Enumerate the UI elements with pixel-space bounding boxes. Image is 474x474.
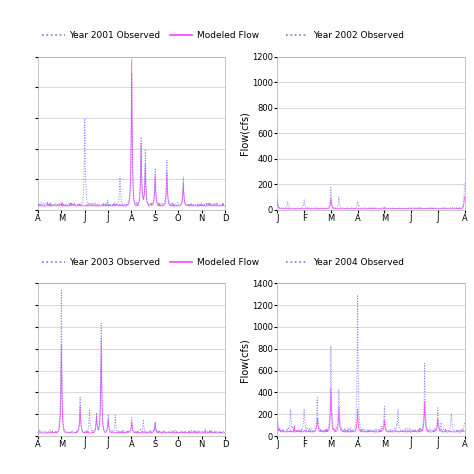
Y-axis label: Flow(cfs): Flow(cfs) [239, 338, 249, 382]
Legend: Year 2004 Observed: Year 2004 Observed [282, 254, 407, 270]
Legend: Year 2002 Observed: Year 2002 Observed [282, 28, 407, 44]
Legend: Year 2003 Observed, Modeled Flow: Year 2003 Observed, Modeled Flow [39, 254, 262, 270]
Legend: Year 2001 Observed, Modeled Flow: Year 2001 Observed, Modeled Flow [39, 28, 262, 44]
Y-axis label: Flow(cfs): Flow(cfs) [239, 111, 249, 155]
